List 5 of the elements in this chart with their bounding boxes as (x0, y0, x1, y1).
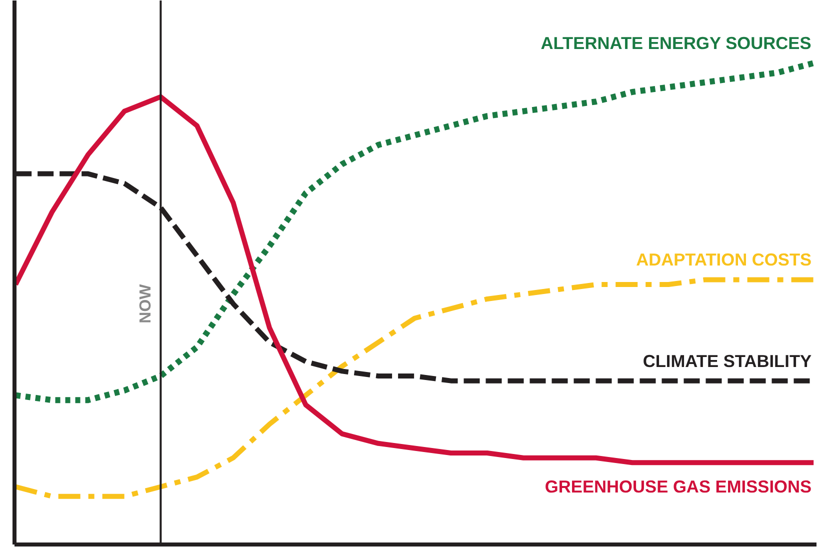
series-label: CLIMATE STABILITY (642, 350, 812, 371)
annotation: NOW (138, 283, 155, 324)
series-label: ADAPTATION COSTS (636, 250, 812, 270)
series-label: ALTERNATE ENERGY SOURCES (540, 33, 812, 54)
series-label: GREENHOUSE GAS EMISSIONS (544, 476, 812, 497)
